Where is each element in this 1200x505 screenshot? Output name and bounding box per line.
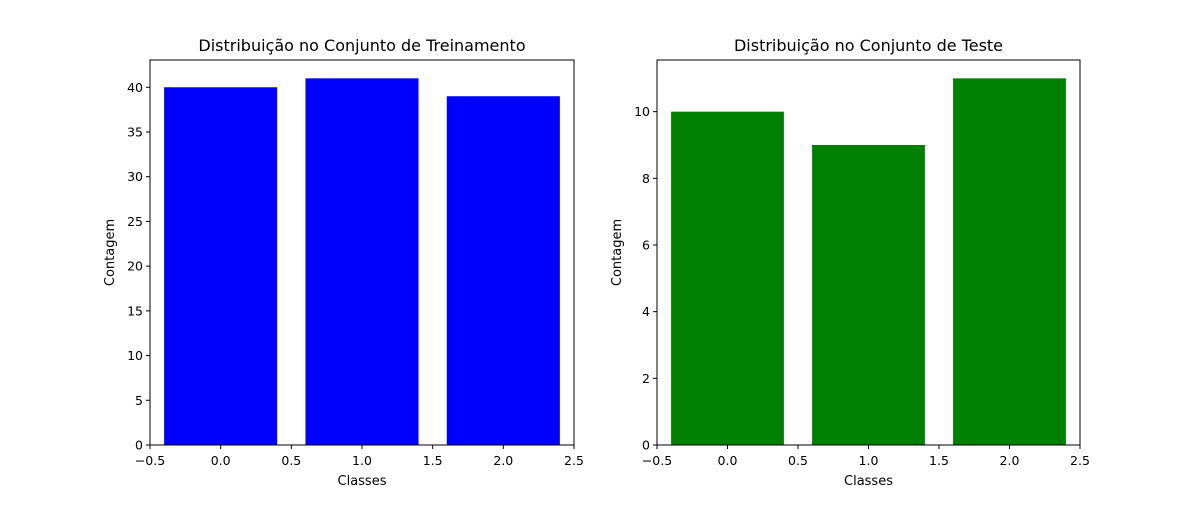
y-tick-label: 35 <box>127 124 143 139</box>
y-tick-label: 10 <box>127 348 143 363</box>
x-tick-label: 0.0 <box>211 453 231 468</box>
x-tick-label: 2.5 <box>564 453 584 468</box>
bar-class-0 <box>671 111 784 446</box>
x-tick-label: 2.0 <box>493 453 513 468</box>
bar-class-2 <box>953 78 1066 445</box>
chart-title: Distribuição no Conjunto de Teste <box>734 36 1003 55</box>
y-tick-label: 0 <box>642 438 650 453</box>
chart-title: Distribuição no Conjunto de Treinamento <box>198 36 525 55</box>
bar-class-1 <box>812 145 925 445</box>
bar-class-0 <box>164 87 278 445</box>
y-tick-label: 15 <box>127 303 143 318</box>
y-tick-label: 4 <box>642 304 650 319</box>
x-tick-label: 1.5 <box>423 453 443 468</box>
x-tick-label: 1.0 <box>352 453 372 468</box>
y-tick-label: 30 <box>127 169 143 184</box>
x-tick-label: −0.5 <box>135 453 165 468</box>
y-tick-label: 40 <box>127 80 143 95</box>
y-tick-label: 5 <box>135 393 143 408</box>
y-tick-label: 0 <box>135 438 143 453</box>
y-tick-label: 2 <box>642 371 650 386</box>
y-tick-label: 20 <box>127 259 143 274</box>
x-axis-label: Classes <box>844 474 893 489</box>
x-tick-label: 1.5 <box>929 453 949 468</box>
bar-class-2 <box>446 96 560 445</box>
y-tick-label: 8 <box>642 171 650 186</box>
x-tick-label: −0.5 <box>642 453 672 468</box>
x-tick-label: 0.0 <box>718 453 738 468</box>
y-axis-label: Contagem <box>103 219 118 286</box>
chart-test: −0.5 0.0 0.5 1.0 1.5 2.0 2.5 0 2 4 6 8 10 Distribuiçã… <box>610 36 1090 489</box>
x-tick-label: 0.5 <box>281 453 301 468</box>
y-tick-label: 6 <box>642 238 650 253</box>
x-axis-label: Classes <box>338 474 387 489</box>
y-axis-label: Contagem <box>610 219 625 286</box>
x-tick-label: 2.5 <box>1070 453 1090 468</box>
x-tick-label: 0.5 <box>788 453 808 468</box>
chart-training: −0.5 0.0 0.5 1.0 1.5 2.0 2.5 0 5 10 15 20 25 30 35 40 Di… <box>103 36 584 489</box>
bar-class-1 <box>305 78 419 445</box>
x-tick-label: 1.0 <box>859 453 879 468</box>
x-tick-label: 2.0 <box>1000 453 1020 468</box>
y-tick-label: 10 <box>634 104 650 119</box>
y-tick-label: 25 <box>127 214 143 229</box>
